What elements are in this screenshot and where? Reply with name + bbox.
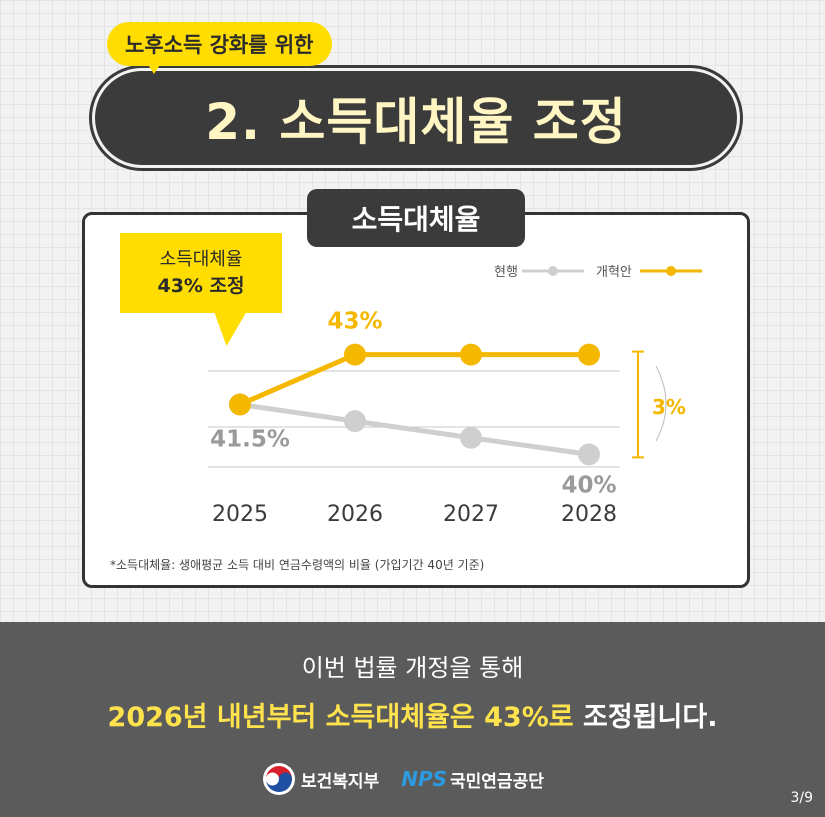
logos: 보건복지부 NPS 국민연금공단 — [262, 762, 544, 796]
data-label: 43% — [327, 309, 382, 335]
title-banner: 2. 소득대체율 조정 — [92, 68, 740, 168]
data-point-s0-2 — [460, 426, 482, 449]
bottom-message-line1: 이번 법률 개정을 통해 — [301, 654, 524, 682]
mohw-logo: 보건복지부 — [262, 762, 379, 796]
card-tab-label: 소득대체율 — [351, 203, 481, 236]
data-point-s0-3 — [578, 443, 600, 466]
legend-swatch-dot — [666, 266, 676, 276]
page-indicator: 3/9 — [790, 790, 813, 806]
bottom-message-line2: 2026년 내년부터 소득대체율은 43%로 조정됩니다. — [0, 695, 825, 734]
x-tick-label: 2025 — [212, 502, 268, 527]
callout-line1: 소득대체율 — [159, 249, 243, 270]
x-tick-label: 2027 — [443, 502, 499, 527]
subtitle-tag: 노후소득 강화를 위한 — [107, 22, 332, 66]
nps-logo: NPS 국민연금공단 — [401, 767, 544, 792]
taegeuk-emblem-icon — [263, 763, 295, 795]
data-point-s1-0 — [229, 393, 251, 416]
bottom-highlight-text: 2026년 내년부터 소득대체율은 43%로 — [107, 702, 574, 733]
data-point-s1-1 — [344, 343, 366, 366]
mohw-name: 보건복지부 — [301, 771, 380, 792]
x-tick-label: 2028 — [561, 502, 617, 527]
data-point-s1-2 — [460, 343, 482, 366]
data-label: 41.5% — [210, 427, 290, 453]
x-tick-label: 2026 — [327, 502, 383, 527]
bottom-rest-text: 조정됩니다. — [573, 702, 718, 733]
subtitle-text: 노후소득 강화를 위한 — [125, 33, 314, 57]
series-line-0 — [239, 402, 590, 457]
page-title: 2. 소득대체율 조정 — [205, 93, 627, 151]
gap-curve — [655, 365, 667, 442]
nps-name: 국민연금공단 — [450, 771, 544, 792]
legend-label: 개혁안 — [596, 265, 632, 280]
data-label: 40% — [561, 472, 616, 498]
footnote: *소득대체율: 생애평균 소득 대비 연금수령액의 비율 (가입기간 40년 기… — [110, 558, 485, 572]
nps-mark: NPS — [401, 767, 448, 791]
legend-swatch-dot — [548, 266, 558, 276]
legend-label: 현행 — [494, 264, 518, 280]
data-point-s0-1 — [344, 410, 366, 433]
gap-annotation: 3% — [652, 395, 686, 419]
callout-bubble: 소득대체율 43% 조정 — [120, 233, 282, 313]
data-point-s1-3 — [578, 343, 600, 366]
series-line-1 — [239, 352, 589, 407]
subtitle-tag-tail — [145, 60, 163, 74]
card-tab: 소득대체율 — [307, 189, 525, 247]
bottom-band — [0, 622, 825, 817]
callout-line2: 43% 조정 — [157, 275, 245, 297]
